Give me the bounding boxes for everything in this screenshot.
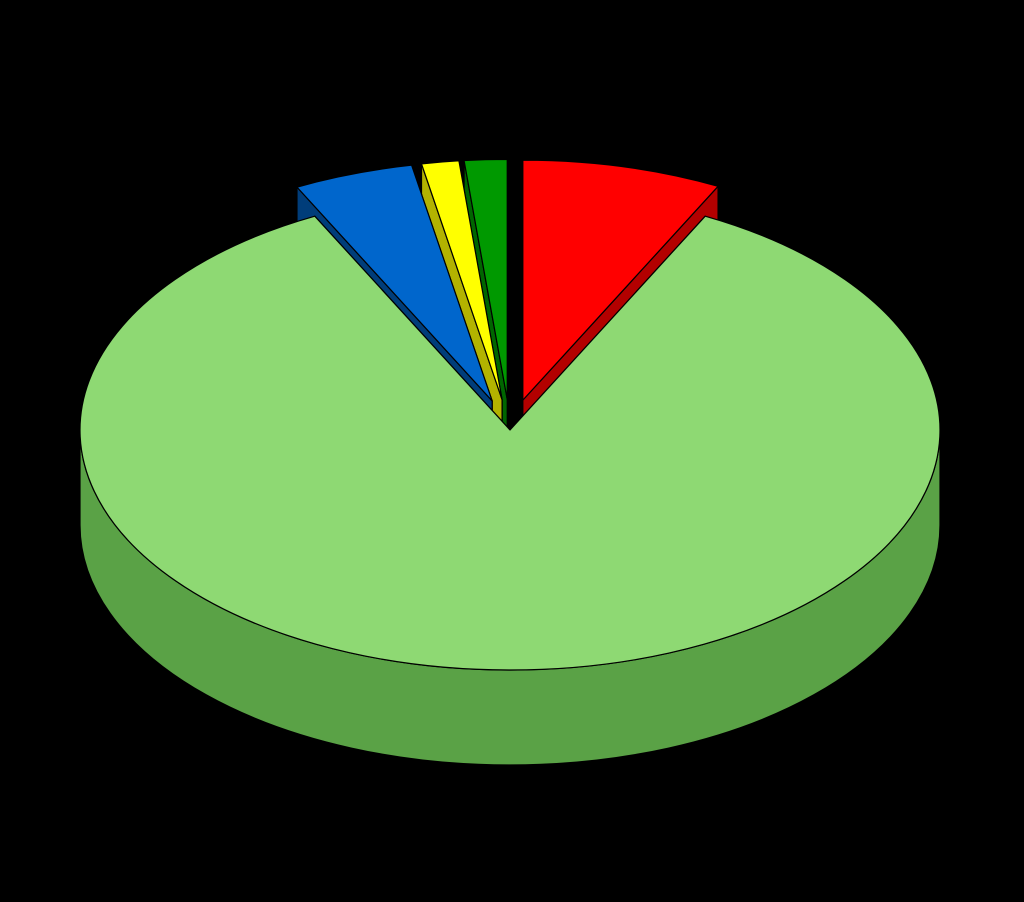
pie-chart-3d [0, 0, 1024, 902]
